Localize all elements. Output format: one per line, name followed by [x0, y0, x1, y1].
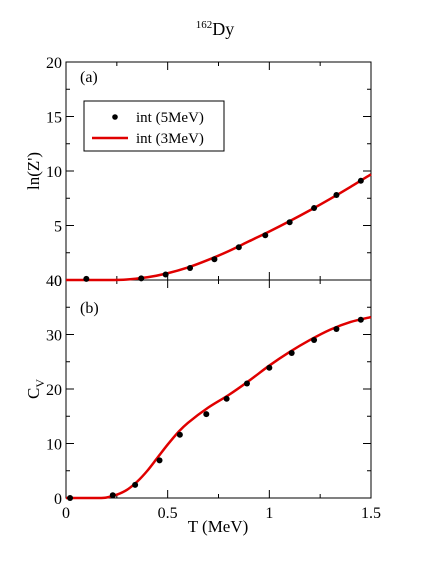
y-axis-label-b-sub: V: [33, 379, 47, 388]
data-point: [223, 395, 230, 402]
legend-label-line: int (3MeV): [136, 131, 204, 147]
chart-title: 162Dy: [196, 19, 235, 39]
y-tick-label: 20: [46, 382, 62, 399]
title-base: Dy: [212, 19, 234, 39]
data-point: [243, 380, 250, 387]
y-tick-label: 0: [54, 491, 62, 508]
data-point: [138, 275, 145, 282]
series-line-a: [65, 173, 372, 282]
y-tick-label: 5: [54, 219, 62, 236]
y-tick-label: 30: [46, 328, 62, 345]
y-axis-label-a: ln(Z'): [24, 152, 43, 190]
data-point: [333, 326, 340, 333]
series-points-layer: [67, 177, 364, 501]
x-tick-label: 1: [265, 505, 273, 522]
legend-marker-points: [112, 114, 118, 120]
data-point: [203, 411, 210, 418]
y-tick-label: 0: [54, 273, 62, 290]
data-point: [67, 495, 74, 501]
panel-a-frame: [65, 61, 372, 281]
data-point: [83, 275, 90, 282]
data-point: [187, 265, 194, 272]
series-line-b: [65, 315, 372, 500]
legend: int (5MeV) int (3MeV): [83, 100, 225, 152]
data-point: [176, 431, 183, 438]
panel-b-frame: [65, 279, 372, 499]
data-point: [311, 205, 318, 212]
data-point: [286, 219, 293, 226]
data-point: [266, 364, 273, 371]
x-tick-label: 1.5: [361, 505, 381, 522]
data-point: [109, 492, 116, 499]
data-point: [162, 271, 169, 278]
data-point: [357, 316, 364, 323]
x-tick-label: 0: [62, 505, 70, 522]
x-tick-label: 0.5: [158, 505, 178, 522]
x-axis-label: T (MeV): [188, 517, 249, 536]
y-tick-label: 20: [46, 55, 62, 72]
series-lines-layer: [65, 173, 372, 500]
data-point: [156, 457, 163, 464]
legend-label-points: int (5MeV): [136, 110, 204, 126]
data-point: [288, 350, 295, 357]
y-tick-label: 10: [46, 437, 62, 454]
y-tick-label: 15: [46, 110, 62, 127]
panel-a-label: (a): [80, 69, 98, 86]
data-point: [311, 336, 318, 343]
legend-box: [83, 100, 225, 152]
y-tick-label: 40: [46, 273, 62, 290]
title-superscript: 162: [196, 19, 213, 31]
data-point: [333, 191, 340, 198]
y-tick-label: 10: [46, 164, 62, 181]
data-point: [132, 481, 139, 488]
data-point: [235, 244, 242, 251]
y-axis-label-b: CV: [24, 379, 47, 399]
data-point: [262, 232, 269, 239]
y-axis-label-b-base: C: [24, 388, 43, 399]
panel-b-label: (b): [80, 300, 99, 317]
data-point: [357, 177, 364, 184]
data-point: [211, 256, 218, 263]
